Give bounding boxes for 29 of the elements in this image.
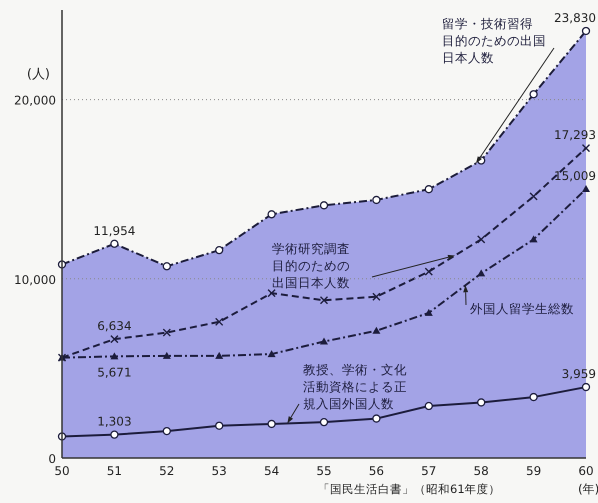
x-tick-label: 54: [264, 464, 280, 478]
series-label: 教授、学術・文化活動資格による正規入国外国人数: [303, 362, 407, 411]
x-tick-label: 56: [368, 464, 384, 478]
series-label: 学術研究調査目的のための出国日本人数: [272, 241, 350, 290]
x-tick-label: 55: [316, 464, 332, 478]
data-label: 23,830: [554, 10, 596, 25]
x-tick-label: 51: [106, 464, 122, 478]
data-label: 3,959: [562, 367, 596, 382]
data-label: 5,671: [97, 365, 132, 380]
y-axis-title: (人): [26, 67, 50, 82]
series-label: 留学・技術習得目的のための出国日本人数: [442, 16, 546, 65]
data-label: 17,293: [554, 128, 596, 142]
y-tick-label: 10,000: [14, 272, 56, 287]
x-tick-label: 53: [212, 464, 227, 478]
x-tick-label: 59: [526, 464, 542, 478]
y-tick-label: 0: [48, 452, 56, 466]
data-label: 11,954: [93, 224, 136, 238]
x-tick-label: 57: [421, 464, 436, 478]
x-tick-label: 50: [54, 464, 70, 478]
x-tick-label: 60: [578, 464, 594, 478]
y-tick-label: 20,000: [14, 94, 56, 108]
x-tick-label: 58: [474, 464, 489, 478]
data-label: 1,303: [97, 414, 132, 429]
data-label: 15,009: [554, 169, 596, 184]
text: 「国民生活白書」（昭和61年度）: [318, 482, 501, 496]
x-tick-label: 52: [159, 464, 174, 478]
series-label: 外国人留学生総数: [470, 301, 574, 316]
data-label: 6,634: [97, 319, 132, 334]
x-axis-title: (年): [578, 482, 598, 496]
